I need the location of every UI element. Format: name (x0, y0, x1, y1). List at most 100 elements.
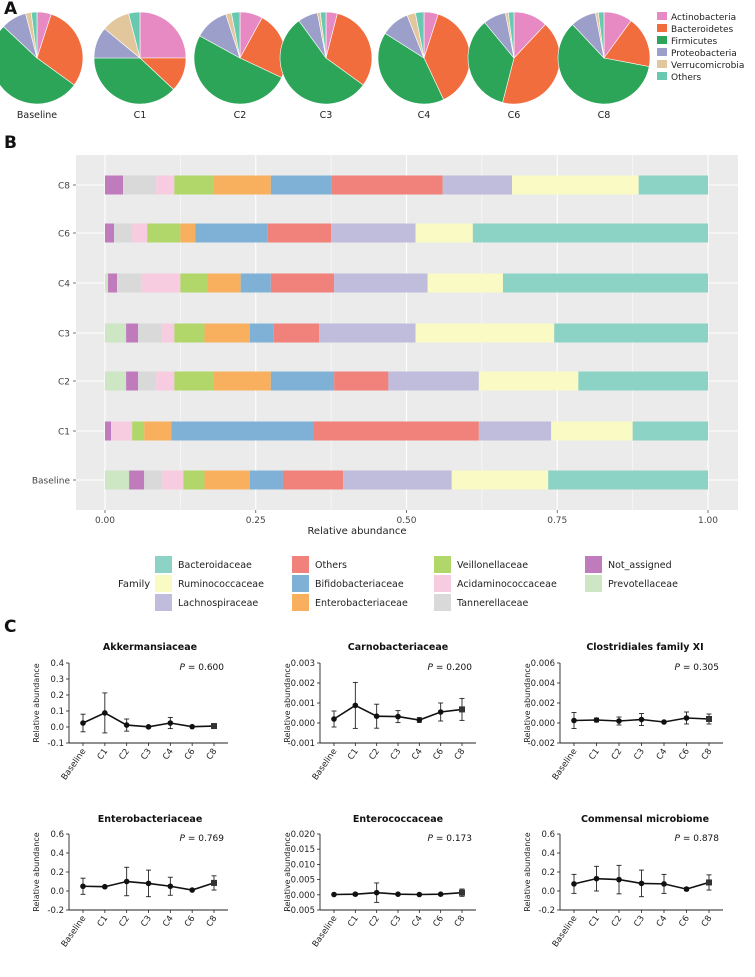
line-chart-carnobacteriaceae: -0.001 0.000 0.001 0.002 0.003 Baseline C1 C2 C3… (283, 642, 476, 782)
x-tick-label-c8: C8 (453, 914, 468, 929)
data-point-c2 (373, 889, 380, 896)
data-point-baseline (331, 716, 337, 722)
y-tick-label: 0.1 (50, 707, 64, 717)
p-value: P = 0.769 (180, 834, 225, 844)
pie-slice-c1-firmicutes (93, 57, 174, 105)
x-tick-label-c4: C4 (410, 747, 425, 762)
bar-category-label-c1: C1 (58, 428, 70, 438)
family-swatch-ruminococcaceae (155, 575, 172, 592)
y-tick-label: 0.0 (50, 723, 64, 733)
y-tick-label: -0.002 (528, 739, 555, 749)
bar-segment-c3-bifidobacteriaceae (249, 323, 274, 343)
bar-segment-c8-bifidobacteriaceae (270, 175, 332, 195)
x-tick-label-baseline: Baseline (60, 914, 89, 949)
legend-swatch-others (657, 72, 667, 80)
x-tick-label-c3: C3 (632, 747, 647, 762)
data-point-c8 (706, 879, 712, 886)
y-tick-label: -0.2 (47, 906, 64, 916)
family-swatch-lachnospiraceae (155, 594, 172, 611)
bar-segment-baseline-tannerellaceae (144, 470, 163, 490)
bar-segment-c2-acidaminococcaceae (156, 371, 175, 391)
data-point-baseline (571, 717, 577, 724)
x-tick-label-baseline: Baseline (551, 747, 580, 782)
data-point-c1 (593, 875, 600, 882)
chart-title: Carnobacteriaceae (348, 642, 448, 653)
bar-segment-baseline-prevotellaceae (105, 470, 130, 490)
bar-segment-c4-enterobacteriaceae (207, 273, 241, 293)
data-point-c8 (706, 716, 712, 722)
bar-segment-c6-bifidobacteriaceae (195, 223, 268, 243)
y-axis-title: Relative abundance (523, 663, 532, 742)
data-point-c1 (352, 891, 359, 897)
data-point-c3 (638, 716, 645, 723)
bar-category-label-c6: C6 (58, 230, 70, 240)
x-tick-label-c6: C6 (431, 914, 446, 929)
data-point-c3 (145, 880, 152, 887)
pie-slice-c1-actinobacteria (139, 11, 187, 59)
family-label-lachnospiraceae: Lachnospiraceae (178, 598, 258, 609)
x-tick-label-0.50: 0.50 (396, 516, 416, 526)
bar-segment-c2-lachnospiraceae (388, 371, 479, 391)
y-tick-label: -0.005 (288, 906, 315, 916)
bar-segment-c6-bacteroidaceae (472, 223, 708, 243)
bar-segment-c8-acidaminococcaceae (156, 175, 175, 195)
data-point-c6 (437, 709, 444, 715)
data-point-c2 (616, 718, 622, 724)
family-label-enterobacteriaceae: Enterobacteriaceae (315, 598, 408, 609)
p-value: P = 0.878 (675, 834, 720, 844)
y-tick-label: -0.001 (288, 739, 315, 749)
x-tick-label-c2: C2 (610, 914, 625, 929)
data-point-c4 (661, 881, 667, 887)
y-axis-title: Relative abundance (283, 663, 292, 742)
x-tick-label-baseline: Baseline (311, 914, 340, 949)
p-value: P = 0.305 (675, 663, 719, 673)
pie-label-c8: C8 (598, 110, 611, 121)
chart-title: Commensal microbiome (581, 814, 709, 825)
bar-segment-c1-veillonellaceae (132, 421, 145, 441)
stacked-bar-panel: C8 C6 C4 C3 C2 C1 Baseline 0.00 0.25 0.50 0.75 1.00… (32, 155, 738, 611)
family-swatch-bifidobacteriaceae (292, 575, 309, 592)
pie-slice-c8-bacteroidetes (603, 20, 651, 67)
bar-segment-c6-lachnospiraceae (331, 223, 416, 243)
bar-segment-c3-veillonellaceae (174, 323, 205, 343)
y-tick-label: 0.004 (531, 679, 555, 689)
bar-segment-c8-enterobacteriaceae (213, 175, 271, 195)
y-tick-label: 0.3 (50, 675, 64, 685)
data-point-c3 (145, 724, 152, 730)
x-tick-label-c2: C2 (117, 747, 132, 762)
data-point-baseline (571, 881, 577, 887)
data-point-c3 (638, 880, 645, 887)
bar-segment-c3-lachnospiraceae (319, 323, 416, 343)
data-point-c8 (459, 706, 465, 713)
bar-segment-c4-not_assigned (108, 273, 118, 293)
bar-segment-c2-bacteroidaceae (578, 371, 708, 391)
legend-swatch-verrucomicrobia (657, 60, 667, 68)
x-tick-label-baseline: Baseline (60, 747, 89, 782)
bar-segment-baseline-bifidobacteriaceae (249, 470, 283, 490)
y-tick-label: 0.6 (50, 830, 64, 840)
pie-slice-baseline-others (30, 11, 38, 59)
x-tick-label-c1: C1 (346, 747, 361, 762)
bar-segment-c8-others (331, 175, 443, 195)
y-tick-label: 0.001 (291, 699, 315, 709)
bar-segment-c3-acidaminococcaceae (162, 323, 175, 343)
y-axis-title: Relative abundance (283, 832, 292, 911)
pie-slice-c2-others (231, 11, 241, 59)
pie-slice-baseline-firmicutes (0, 26, 75, 105)
data-point-c6 (189, 723, 195, 730)
pie-label-baseline: Baseline (17, 110, 57, 121)
bar-category-label-c8: C8 (58, 182, 70, 192)
family-swatch-tannerellaceae (434, 594, 451, 611)
x-tick-label-c8: C8 (205, 914, 220, 929)
family-swatch-prevotellaceae (585, 575, 602, 592)
pie-slice-c3-bacteroidetes (325, 13, 373, 86)
x-tick-label-c4: C4 (655, 914, 670, 929)
bar-segment-c3-ruminococcaceae (415, 323, 555, 343)
legend-label-actinobacteria: Actinobacteria (671, 13, 736, 23)
bar-segment-c6-not_assigned (105, 223, 115, 243)
chart-title: Enterobacteriaceae (98, 814, 203, 825)
x-tick-label-c3: C3 (139, 747, 154, 762)
x-tick-label-c4: C4 (161, 914, 176, 929)
bar-segment-c8-not_assigned (105, 175, 124, 195)
